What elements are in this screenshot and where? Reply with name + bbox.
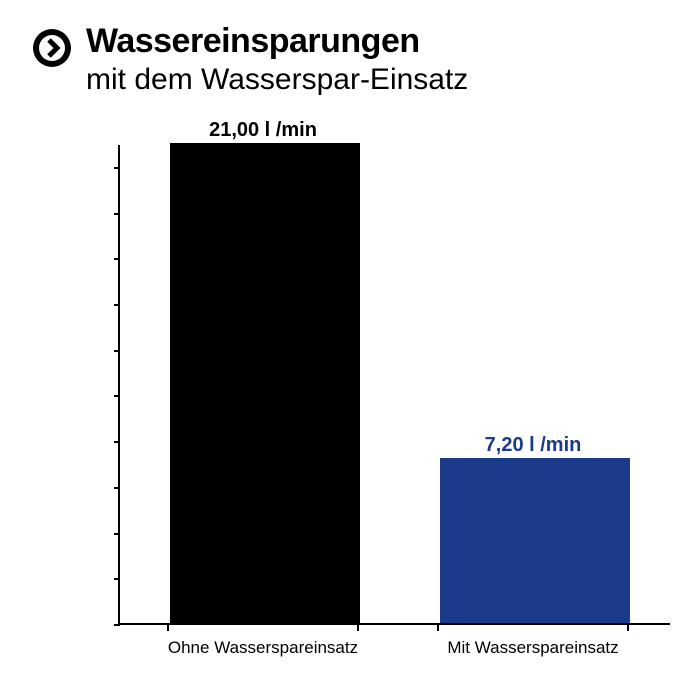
- ytick-mark: [114, 624, 120, 626]
- ytick-mark: [114, 258, 120, 260]
- x-axis-label: Ohne Wasserspareinsatz: [168, 638, 358, 658]
- plot-area: 0,00 l/min2,00 l/min4,00 l/min6,00 l/min…: [118, 145, 670, 625]
- header-text: Wassereinsparungen mit dem Wasserspar-Ei…: [86, 24, 468, 98]
- bar: [440, 458, 630, 623]
- bar-value-label: 7,20 l /min: [433, 434, 633, 457]
- ytick-mark: [114, 441, 120, 443]
- ytick-mark: [114, 487, 120, 489]
- bar-value-label: 21,00 l /min: [163, 119, 363, 142]
- ytick-mark: [114, 167, 120, 169]
- ytick-mark: [114, 578, 120, 580]
- water-savings-chart: 0,00 l/min2,00 l/min4,00 l/min6,00 l/min…: [30, 145, 670, 685]
- header: Wassereinsparungen mit dem Wasserspar-Ei…: [32, 24, 468, 98]
- infographic-container: Wassereinsparungen mit dem Wasserspar-Ei…: [0, 0, 700, 700]
- chevron-right-circle-icon: [32, 28, 72, 68]
- ytick-mark: [114, 304, 120, 306]
- bar: [170, 143, 360, 623]
- ytick-mark: [114, 350, 120, 352]
- xtick-mark: [627, 625, 629, 631]
- xtick-mark: [357, 625, 359, 631]
- ytick-mark: [114, 213, 120, 215]
- x-axis-label: Mit Wasserspareinsatz: [447, 638, 618, 658]
- xtick-mark: [437, 625, 439, 631]
- subtitle: mit dem Wasserspar-Einsatz: [86, 62, 468, 98]
- title-bold: Wassereinsparungen: [86, 24, 468, 60]
- xtick-mark: [167, 625, 169, 631]
- ytick-mark: [114, 533, 120, 535]
- ytick-mark: [114, 395, 120, 397]
